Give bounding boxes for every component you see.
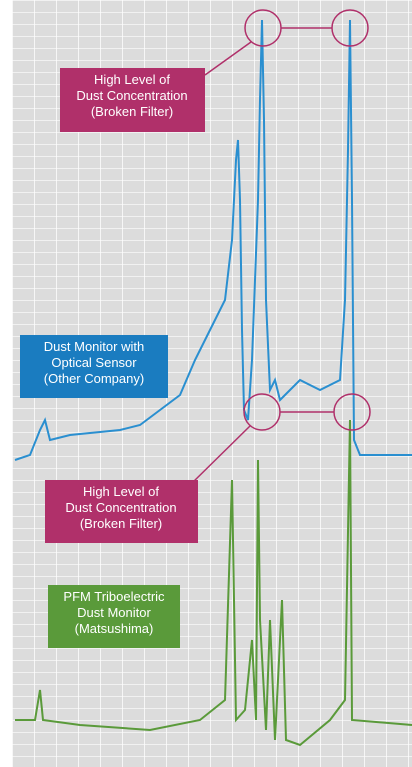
label-text: Optical Sensor	[51, 355, 137, 370]
screenshot: High Level ofDust Concentration(Broken F…	[0, 0, 412, 767]
label-text: (Matsushima)	[75, 621, 154, 636]
label-text: High Level of	[94, 72, 170, 87]
label-text: PFM Triboelectric	[63, 589, 165, 604]
label-text: (Other Company)	[44, 371, 144, 386]
label-text: Dust Monitor	[77, 605, 151, 620]
label-text: High Level of	[83, 484, 159, 499]
callouts	[190, 10, 370, 485]
connector	[205, 42, 251, 75]
connector	[190, 426, 250, 485]
triboelectric-trace	[15, 420, 412, 745]
label-text: (Broken Filter)	[80, 516, 162, 531]
diagram: High Level ofDust Concentration(Broken F…	[0, 0, 412, 767]
label-text: (Broken Filter)	[91, 104, 173, 119]
circle	[334, 394, 370, 430]
label-text: Dust Monitor with	[44, 339, 144, 354]
label-text: Dust Concentration	[65, 500, 176, 515]
label-text: Dust Concentration	[76, 88, 187, 103]
